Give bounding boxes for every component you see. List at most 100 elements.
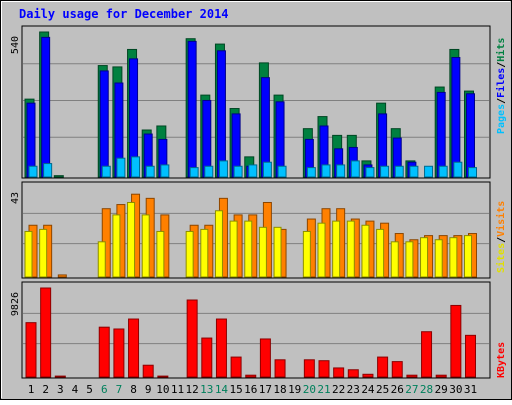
bar-pages-day-14 [218, 160, 228, 178]
legend-kbytes: KBytes [496, 342, 507, 378]
legend-sites: Sites [495, 243, 507, 273]
bar-sites-day-23 [346, 220, 355, 278]
bar-kbytes-day-24 [362, 373, 374, 378]
svg-text:Pages/Files/Hits: Pages/Files/Hits [495, 38, 507, 134]
bar-files-day-12 [187, 40, 197, 178]
svg-text:KBytes: KBytes [496, 342, 507, 378]
x-tick-label-day-18: 18 [273, 383, 286, 396]
x-tick-label-day-20: 20 [303, 383, 316, 396]
bar-sites-day-1 [24, 230, 33, 278]
visits-ymax-label: 43 [10, 192, 21, 204]
bar-kbytes-day-26 [391, 361, 403, 378]
bar-kbytes-day-27 [406, 374, 418, 378]
bar-pages-day-10 [160, 164, 170, 178]
bar-sites-day-29 [434, 239, 443, 278]
panel-frames [21, 25, 491, 379]
bar-kbytes-day-2 [40, 287, 52, 378]
bar-files-day-13 [202, 99, 212, 178]
x-tick-label-day-28: 28 [420, 383, 433, 396]
x-axis-labels: 1 2 3 4 5 6 7 8 9 10 11 12 13 14 15 16 17 18 19 20 21 22 23 24 2… [28, 383, 477, 396]
bar-sites-day-26 [390, 241, 399, 278]
bar-sites-day-9 [141, 214, 150, 278]
bar-kbytes-day-14 [215, 318, 227, 378]
kbytes-ymax-label: 9826 [10, 292, 21, 316]
x-tick-label-day-7: 7 [116, 383, 123, 396]
bar-kbytes-day-22 [333, 367, 345, 378]
bar-sites-day-16 [244, 220, 253, 278]
x-tick-label-day-21: 21 [317, 383, 330, 396]
bar-pages-day-31 [468, 167, 477, 178]
bar-files-day-30 [451, 57, 461, 178]
x-tick-label-day-25: 25 [376, 383, 389, 396]
x-tick-label-day-10: 10 [156, 383, 169, 396]
bar-sites-day-31 [464, 235, 472, 278]
bar-kbytes-day-7 [113, 328, 125, 378]
bar-pages-day-9 [145, 165, 155, 178]
x-tick-label-day-15: 15 [229, 383, 242, 396]
bar-pages-day-26 [394, 165, 404, 178]
bar-kbytes-day-1 [25, 322, 37, 378]
hits-ymax-label: 540 [10, 36, 21, 54]
bar-pages-day-16 [248, 164, 258, 178]
bar-pages-day-25 [380, 165, 390, 178]
x-tick-label-day-31: 31 [464, 383, 477, 396]
legend-files: Files [495, 68, 507, 98]
bar-kbytes-day-6 [98, 326, 110, 378]
bar-kbytes-day-17 [259, 338, 271, 378]
bar-sites-day-22 [332, 220, 341, 278]
x-tick-label-day-3: 3 [57, 383, 64, 396]
kbytes-panel-frame [21, 281, 491, 379]
bar-pages-day-13 [204, 165, 214, 178]
visits-legend: Sites/Visits [495, 201, 507, 273]
bar-pages-day-23 [350, 160, 360, 178]
bar-pages-day-20 [306, 167, 316, 178]
kbytes-legend: KBytes [496, 342, 507, 378]
bar-pages-day-28 [424, 165, 434, 178]
bar-sites-day-30 [449, 237, 458, 278]
bar-kbytes-day-25 [377, 356, 389, 378]
bar-kbytes-day-28 [421, 331, 433, 378]
bar-pages-day-6 [101, 165, 111, 178]
legend-visits: Visits [495, 201, 507, 237]
bar-pages-day-29 [438, 165, 448, 178]
bar-kbytes-day-21 [318, 360, 330, 378]
bar-kbytes-day-29 [435, 374, 447, 378]
x-tick-label-day-24: 24 [361, 383, 375, 396]
bar-files-day-29 [436, 91, 446, 178]
x-tick-label-day-27: 27 [405, 383, 418, 396]
visits-panel-frame [21, 181, 491, 279]
bar-sites-day-13 [200, 228, 209, 278]
x-tick-label-day-30: 30 [449, 383, 462, 396]
bars [24, 31, 477, 378]
bar-pages-day-30 [453, 161, 463, 178]
bar-kbytes-day-10 [157, 375, 169, 378]
bar-kbytes-day-12 [186, 299, 198, 378]
bar-sites-day-8 [127, 201, 136, 278]
bar-pages-day-8 [131, 156, 141, 178]
bar-sites-day-21 [317, 222, 326, 278]
bar-kbytes-day-20 [303, 359, 315, 378]
bar-sites-day-12 [185, 230, 194, 278]
legend-pages: Pages [496, 104, 507, 134]
bar-pages-day-24 [365, 167, 375, 178]
x-tick-label-day-16: 16 [244, 383, 257, 396]
chart-title: Daily usage for December 2014 [19, 7, 229, 21]
bar-sites-day-17 [258, 226, 267, 278]
bar-kbytes-day-18 [274, 359, 286, 378]
x-tick-label-day-14: 14 [215, 383, 229, 396]
bar-sites-day-6 [97, 241, 106, 278]
bar-sites-day-24 [361, 224, 370, 278]
bar-pages-day-1 [28, 165, 38, 178]
x-tick-label-day-13: 13 [200, 383, 213, 396]
bar-kbytes-day-16 [245, 374, 257, 378]
x-tick-label-day-2: 2 [42, 383, 49, 396]
bar-sites-day-7 [112, 214, 121, 278]
bar-sites-day-10 [156, 230, 165, 278]
bar-sites-day-20 [302, 230, 311, 278]
bar-sites-day-2 [39, 228, 48, 278]
legend-hits: Hits [495, 38, 507, 62]
bar-pages-day-17 [262, 161, 272, 178]
